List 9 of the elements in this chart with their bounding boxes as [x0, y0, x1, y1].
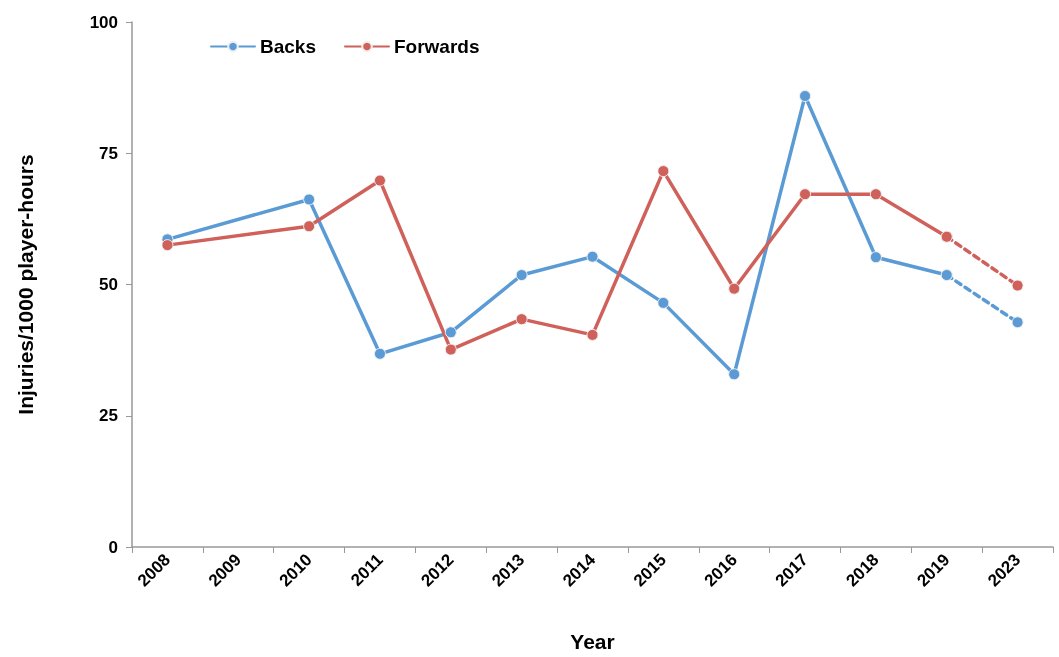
y-tick-label: 25 [99, 406, 118, 426]
y-tick-label: 100 [89, 12, 118, 32]
y-tick-label: 50 [99, 275, 118, 294]
legend-label: Backs [260, 36, 316, 57]
y-tick-label: 75 [99, 143, 118, 163]
x-axis-title: Year [570, 630, 615, 653]
y-tick-label: 0 [108, 537, 118, 557]
legend-label: Forwards [393, 36, 480, 57]
y-axis-title: Injuries/1000 player-hours [14, 154, 37, 415]
